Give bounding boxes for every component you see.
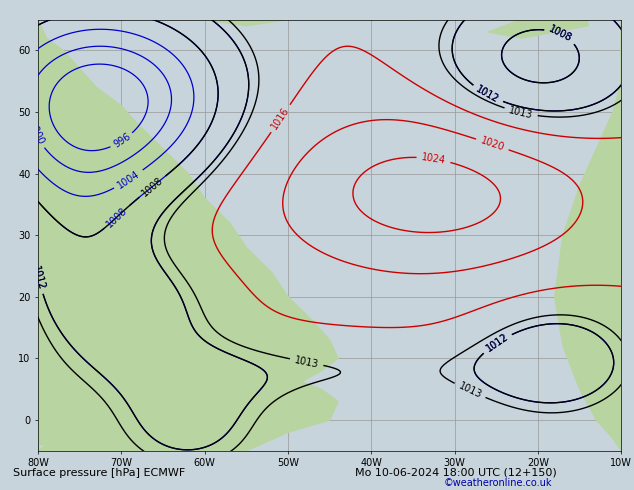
Polygon shape [38, 20, 338, 444]
Text: 1012: 1012 [484, 332, 510, 354]
Text: 1012: 1012 [474, 84, 501, 105]
Text: 1013: 1013 [294, 355, 320, 369]
Text: 1008: 1008 [547, 24, 574, 44]
Text: 1012: 1012 [484, 332, 510, 354]
Text: Mo 10-06-2024 18:00 UTC (12+150): Mo 10-06-2024 18:00 UTC (12+150) [355, 468, 557, 478]
Text: 1008: 1008 [105, 205, 129, 229]
Polygon shape [555, 20, 621, 451]
Text: 1008: 1008 [547, 24, 574, 44]
Text: 1012: 1012 [474, 84, 501, 105]
Text: ©weatheronline.co.uk: ©weatheronline.co.uk [444, 478, 552, 488]
Text: 1013: 1013 [508, 105, 534, 120]
Text: 1024: 1024 [421, 152, 446, 166]
Text: 1004: 1004 [115, 169, 141, 190]
Polygon shape [38, 371, 338, 451]
Text: 1012: 1012 [30, 265, 46, 291]
Text: 1016: 1016 [269, 105, 292, 131]
Text: 1020: 1020 [479, 136, 506, 153]
Text: 996: 996 [112, 131, 133, 150]
Text: 1013: 1013 [456, 381, 483, 400]
Text: 1008: 1008 [140, 175, 165, 198]
Text: 1012: 1012 [30, 265, 46, 291]
Text: 1000: 1000 [26, 121, 45, 147]
Polygon shape [38, 1, 621, 26]
Polygon shape [38, 278, 238, 352]
Text: Surface pressure [hPa] ECMWF: Surface pressure [hPa] ECMWF [13, 468, 185, 478]
Polygon shape [488, 13, 588, 38]
